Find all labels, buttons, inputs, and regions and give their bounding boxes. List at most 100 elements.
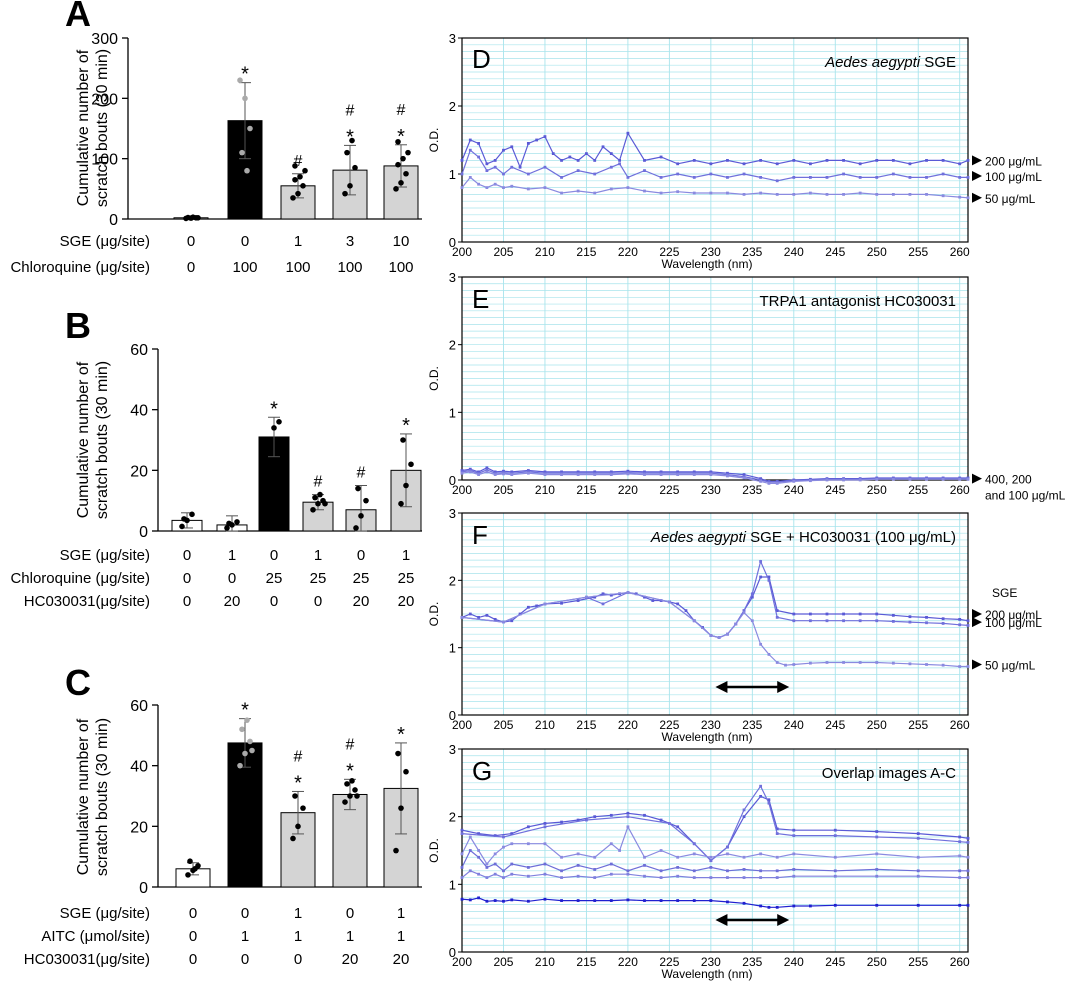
y-tick-label: 100: [91, 152, 118, 169]
y-tick-label: 2: [449, 810, 456, 825]
series-marker: [792, 193, 796, 196]
x-tick-label: 225: [659, 955, 679, 969]
series-marker: [726, 852, 729, 856]
data-point: [247, 125, 253, 132]
y-tick-label: 2: [449, 573, 456, 588]
series-marker: [502, 835, 505, 839]
series-marker: [543, 825, 547, 829]
x-tick-label: 255: [908, 245, 928, 259]
series-marker: [535, 604, 539, 608]
plot-title: Overlap images A-C: [822, 765, 956, 782]
series-marker: [460, 159, 464, 162]
series-marker: [925, 159, 928, 162]
y-tick-label: 0: [139, 524, 148, 541]
series-marker: [916, 836, 920, 840]
series-marker: [941, 194, 945, 198]
series-marker: [560, 899, 563, 902]
condition-value: 0: [346, 905, 354, 922]
data-point: [393, 847, 399, 854]
range-arrow-head: [777, 914, 790, 926]
series-marker: [692, 191, 696, 195]
series-marker: [908, 176, 912, 179]
x-tick-label: 200: [452, 245, 472, 259]
series-marker: [626, 898, 630, 902]
y-axis-label: Cumulative number of: [75, 361, 92, 518]
y-tick-label: 0: [449, 708, 456, 723]
series-marker: [659, 155, 663, 159]
series-marker: [468, 138, 472, 142]
data-point: [322, 500, 328, 507]
condition-value: 0: [241, 233, 249, 250]
series-marker: [502, 869, 505, 873]
data-point: [242, 750, 248, 757]
panel-letter: G: [472, 756, 492, 786]
series-marker: [908, 162, 912, 166]
data-point: [400, 437, 406, 443]
data-point: [239, 149, 245, 156]
condition-value: 25: [353, 570, 370, 587]
series-marker: [966, 836, 970, 840]
series-marker: [477, 872, 480, 876]
y-tick-label: 0: [449, 473, 456, 488]
data-point: [349, 137, 355, 144]
series-1: [460, 784, 970, 863]
series-marker: [742, 473, 746, 476]
series-marker: [593, 868, 597, 871]
data-point: [317, 491, 323, 498]
series-marker: [468, 835, 472, 839]
series-marker: [493, 182, 497, 186]
series-marker: [692, 876, 696, 879]
arrowhead-marker: [972, 473, 982, 484]
series-marker: [585, 152, 588, 155]
series-5: [460, 896, 970, 909]
series-marker: [792, 176, 796, 179]
condition-value: 100: [388, 259, 413, 276]
x-tick-label: 260: [950, 955, 970, 969]
y-axis-label: scratch bouts (30 min): [94, 49, 111, 207]
data-point: [237, 77, 243, 84]
y-tick-label: 40: [130, 759, 148, 776]
condition-value: 20: [224, 593, 241, 610]
condition-row-label: HC030031(μg/site): [24, 593, 150, 610]
series-marker: [875, 835, 879, 839]
range-arrow-head: [715, 681, 728, 693]
concentration-label: and 100 μg/mL: [985, 489, 1066, 503]
series-marker: [676, 162, 680, 166]
series-marker: [966, 619, 970, 623]
series-marker: [775, 179, 779, 183]
series-marker: [510, 145, 514, 149]
sge-label: SGE: [992, 586, 1017, 600]
panel-c: C Cumulative number of scratch bouts (30 m…: [24, 662, 422, 968]
x-tick-label: 230: [701, 718, 721, 732]
series-marker: [543, 135, 547, 138]
series-marker: [676, 825, 680, 829]
data-point: [266, 437, 272, 443]
series-marker: [502, 148, 505, 152]
plot-title-text: Overlap images A-C: [822, 765, 956, 782]
series-marker: [925, 477, 928, 481]
series-marker: [842, 661, 845, 664]
panel-f: 0 1 2 3 200 205 210 215 220 225 230 235 240 245 250 255…: [427, 506, 1042, 744]
condition-value: 1: [241, 928, 249, 945]
condition-value: 0: [270, 547, 278, 564]
series-marker: [560, 176, 563, 179]
panel-letter: C: [65, 662, 91, 703]
series-marker: [609, 593, 613, 597]
series-marker: [759, 176, 763, 179]
series-marker: [726, 869, 729, 873]
series-marker: [908, 620, 912, 624]
arrowhead-marker: [972, 171, 982, 182]
series-marker: [726, 876, 729, 879]
series-line: [461, 559, 969, 639]
series-marker: [925, 663, 928, 666]
series-marker: [560, 820, 563, 824]
series-marker: [485, 862, 489, 866]
series-marker: [643, 855, 646, 859]
series-marker: [891, 613, 895, 617]
series-marker: [510, 832, 514, 835]
condition-value: 20: [342, 951, 359, 968]
condition-value: 0: [241, 951, 249, 968]
y-axis-label: O.D.: [427, 366, 441, 391]
series-marker: [734, 622, 738, 626]
plot-frame: [461, 512, 969, 716]
